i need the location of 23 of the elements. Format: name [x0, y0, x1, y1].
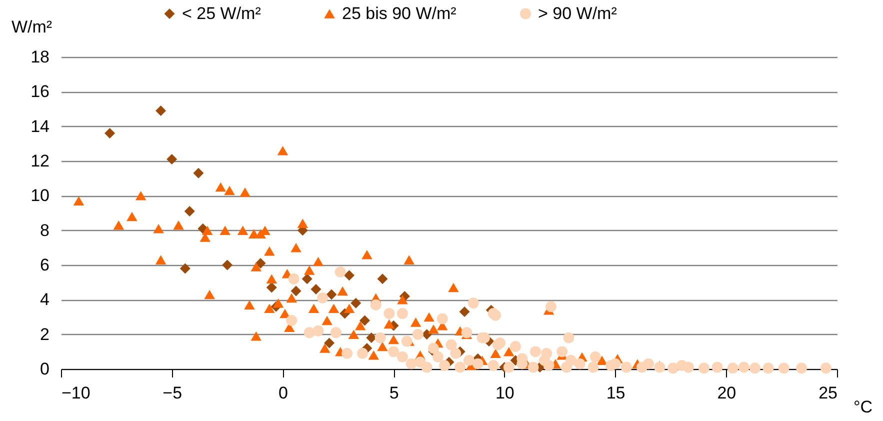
y-tick-label: 12 — [30, 152, 50, 170]
x-tick-label: 10 — [495, 384, 514, 402]
legend-label: 25 bis 90 W/m² — [342, 4, 457, 23]
y-tick-label: 18 — [30, 48, 50, 66]
y-tick-label: 2 — [40, 324, 50, 344]
x-tick-label: 15 — [606, 384, 626, 402]
y-tick-label: 14 — [30, 116, 50, 136]
x-tick-label: 20 — [717, 384, 736, 402]
y-tick-label: 6 — [40, 256, 50, 274]
x-tick-label: −5 — [162, 384, 182, 402]
y-tick-label: 4 — [40, 290, 50, 310]
y-tick-label: 16 — [30, 82, 50, 102]
y-tick-label: 10 — [30, 186, 50, 206]
x-tick-label: 25 — [818, 384, 838, 402]
x-tick-label: 0 — [278, 384, 288, 402]
x-axis-title: °C — [854, 398, 873, 416]
x-tick-label: 5 — [389, 384, 399, 402]
x-tick-label: −10 — [62, 384, 90, 402]
legend-label: < 25 W/m² — [182, 4, 262, 23]
y-axis-title: W/m² — [12, 18, 52, 36]
legend-label: > 90 W/m² — [538, 4, 618, 23]
y-tick-label: 0 — [40, 360, 50, 378]
y-tick-label: 8 — [40, 220, 50, 240]
